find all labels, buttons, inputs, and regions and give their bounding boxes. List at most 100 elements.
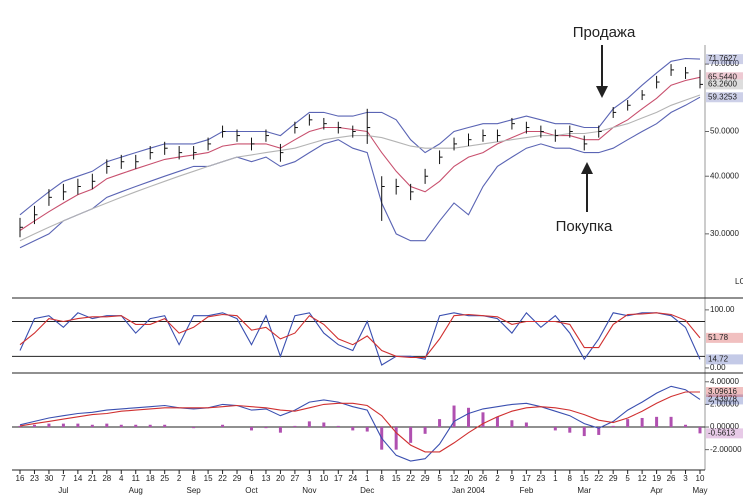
annotation: Покупка bbox=[556, 218, 613, 235]
histogram-bar bbox=[221, 424, 225, 428]
x-tick-label: 15 bbox=[580, 474, 589, 483]
month-label: Dec bbox=[360, 486, 374, 495]
histogram-bar bbox=[61, 423, 65, 428]
histogram-bar bbox=[322, 422, 326, 428]
month-label: Mar bbox=[577, 486, 591, 495]
histogram-bar bbox=[611, 425, 615, 428]
value-label: 59.3253 bbox=[708, 92, 737, 101]
x-tick-label: 27 bbox=[290, 474, 299, 483]
histogram-bar bbox=[510, 420, 514, 428]
month-label: Jul bbox=[58, 486, 68, 495]
series-line bbox=[19, 311, 701, 366]
histogram-bar bbox=[365, 427, 369, 432]
y-tick-label: 2.00000 bbox=[710, 400, 739, 409]
y-tick-label: 100.00 bbox=[710, 305, 735, 314]
x-tick-label: 17 bbox=[522, 474, 531, 483]
x-tick-label: 22 bbox=[406, 474, 415, 483]
histogram-bar bbox=[119, 424, 123, 428]
histogram-bar bbox=[553, 427, 557, 431]
histogram-bar bbox=[105, 423, 109, 428]
histogram-bar bbox=[293, 425, 297, 428]
x-tick-label: 12 bbox=[638, 474, 647, 483]
x-tick-label: 3 bbox=[307, 474, 312, 483]
histogram-bar bbox=[134, 424, 138, 428]
annotation: Продажа bbox=[573, 24, 636, 41]
y-tick-label: 30.0000 bbox=[710, 229, 739, 238]
series-line bbox=[19, 76, 701, 231]
histogram-bar bbox=[597, 427, 601, 435]
month-label: Nov bbox=[302, 486, 316, 495]
histogram-bar bbox=[684, 424, 688, 428]
x-tick-label: 11 bbox=[132, 474, 141, 483]
x-tick-label: 12 bbox=[450, 474, 459, 483]
y-tick-label: 40.0000 bbox=[710, 171, 739, 180]
x-tick-label: 28 bbox=[102, 474, 111, 483]
histogram-bar bbox=[90, 424, 94, 428]
histogram-bar bbox=[264, 427, 268, 429]
histogram-bar bbox=[249, 427, 253, 431]
x-tick-label: 7 bbox=[61, 474, 66, 483]
x-tick-label: 20 bbox=[276, 474, 285, 483]
value-label-bg bbox=[706, 354, 743, 365]
x-tick-label: 23 bbox=[536, 474, 545, 483]
x-tick-label: 10 bbox=[319, 474, 328, 483]
histogram-bar bbox=[423, 427, 427, 434]
value-label-bg bbox=[706, 332, 743, 343]
x-tick-label: 6 bbox=[249, 474, 254, 483]
month-label: Apr bbox=[650, 486, 663, 495]
series-line bbox=[19, 391, 700, 453]
x-tick-label: 1 bbox=[365, 474, 370, 483]
y-tick-label: -2.00000 bbox=[710, 445, 742, 454]
x-tick-label: 1 bbox=[553, 474, 558, 483]
value-label: 63.2600 bbox=[708, 79, 737, 88]
x-tick-label: 9 bbox=[510, 474, 515, 483]
x-tick-label: 8 bbox=[568, 474, 573, 483]
value-label: 2.43978 bbox=[708, 395, 737, 404]
x-tick-label: 18 bbox=[146, 474, 155, 483]
x-tick-label: 15 bbox=[204, 474, 213, 483]
x-tick-label: 29 bbox=[233, 474, 242, 483]
x-tick-label: 29 bbox=[421, 474, 430, 483]
x-tick-label: 17 bbox=[334, 474, 343, 483]
x-tick-label: 3 bbox=[683, 474, 688, 483]
value-label-bg bbox=[706, 79, 743, 90]
histogram-bar bbox=[47, 423, 51, 428]
x-tick-label: 20 bbox=[464, 474, 473, 483]
x-tick-label: 29 bbox=[609, 474, 618, 483]
histogram-bar bbox=[626, 419, 630, 428]
y-tick-label: 70.0000 bbox=[710, 59, 739, 68]
histogram-bar bbox=[495, 416, 499, 428]
y-tick-label: 50.0000 bbox=[710, 127, 739, 136]
month-label: Jan 2004 bbox=[452, 486, 485, 495]
histogram-bar bbox=[18, 425, 22, 428]
histogram-bar bbox=[307, 421, 311, 428]
x-tick-label: 5 bbox=[437, 474, 442, 483]
histogram-bar bbox=[351, 427, 355, 431]
x-tick-label: 26 bbox=[479, 474, 488, 483]
value-label: 65.5440 bbox=[708, 72, 737, 81]
x-tick-label: 10 bbox=[696, 474, 705, 483]
x-tick-label: 8 bbox=[379, 474, 384, 483]
month-label: Feb bbox=[519, 486, 533, 495]
x-tick-label: 4 bbox=[119, 474, 124, 483]
series-line bbox=[19, 57, 701, 216]
x-tick-label: 13 bbox=[262, 474, 271, 483]
x-tick-label: 15 bbox=[392, 474, 401, 483]
x-tick-label: 25 bbox=[160, 474, 169, 483]
histogram-bar bbox=[163, 424, 167, 428]
histogram-bar bbox=[148, 424, 152, 428]
histogram-bar bbox=[409, 427, 413, 443]
x-tick-label: 22 bbox=[594, 474, 603, 483]
x-tick-label: 16 bbox=[16, 474, 25, 483]
y-tick-label: 4.00000 bbox=[710, 377, 739, 386]
series-line bbox=[19, 94, 701, 242]
y-tick-label: 0.00000 bbox=[710, 422, 739, 431]
corner-label: LC bbox=[735, 277, 743, 286]
month-label: Oct bbox=[245, 486, 258, 495]
x-tick-label: 2 bbox=[495, 474, 500, 483]
x-tick-label: 8 bbox=[191, 474, 196, 483]
month-label: Aug bbox=[129, 486, 143, 495]
histogram-bar bbox=[669, 416, 673, 428]
